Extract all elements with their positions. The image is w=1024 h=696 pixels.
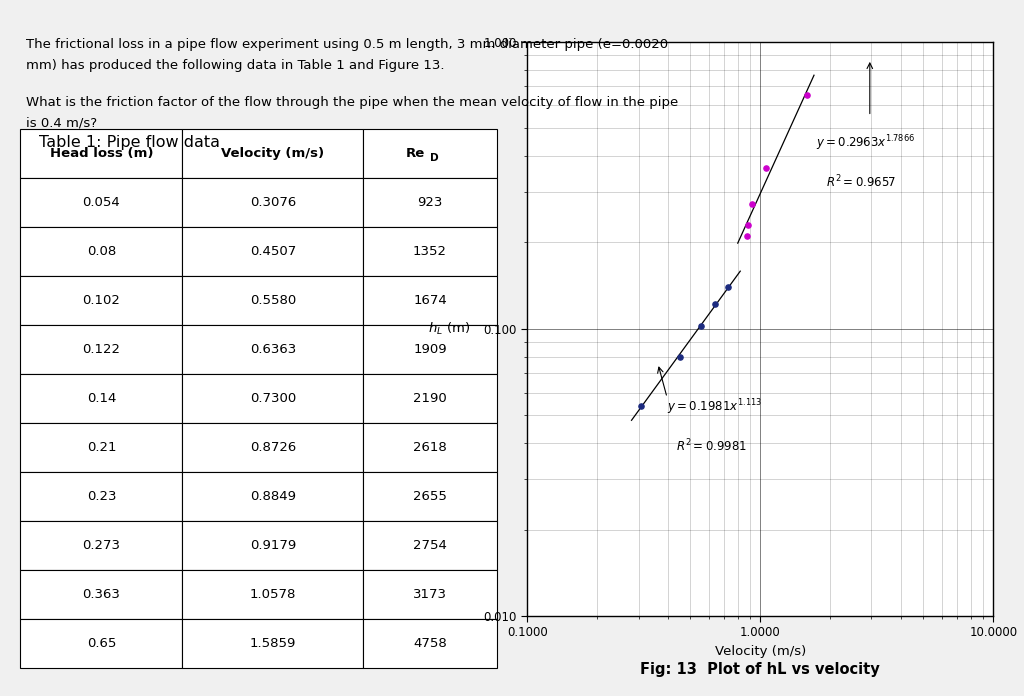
Text: D: D bbox=[430, 152, 438, 163]
Text: 2754: 2754 bbox=[413, 539, 446, 552]
Text: 3173: 3173 bbox=[413, 588, 447, 601]
Bar bbox=[364, 325, 497, 374]
Text: $y = 0.2963x^{1.7866}$: $y = 0.2963x^{1.7866}$ bbox=[816, 134, 915, 153]
Bar bbox=[182, 374, 364, 423]
Text: 0.3076: 0.3076 bbox=[250, 196, 296, 209]
Bar bbox=[182, 472, 364, 521]
Bar bbox=[20, 570, 182, 619]
Text: 923: 923 bbox=[418, 196, 442, 209]
Text: Velocity (m/s): Velocity (m/s) bbox=[221, 147, 325, 160]
Text: Table 1: Pipe flow data: Table 1: Pipe flow data bbox=[39, 135, 220, 150]
Bar bbox=[20, 423, 182, 472]
Bar bbox=[364, 177, 497, 227]
Bar bbox=[20, 472, 182, 521]
Text: $R^2 = 0.9657$: $R^2 = 0.9657$ bbox=[825, 174, 896, 191]
Text: 0.08: 0.08 bbox=[87, 245, 116, 258]
Text: 1352: 1352 bbox=[413, 245, 447, 258]
Text: What is the friction factor of the flow through the pipe when the mean velocity : What is the friction factor of the flow … bbox=[26, 96, 678, 109]
Text: 0.273: 0.273 bbox=[82, 539, 121, 552]
Text: is 0.4 m/s?: is 0.4 m/s? bbox=[26, 116, 96, 129]
Text: Fig: 13  Plot of hL vs velocity: Fig: 13 Plot of hL vs velocity bbox=[640, 661, 881, 677]
Text: 0.102: 0.102 bbox=[83, 294, 121, 307]
Bar bbox=[20, 325, 182, 374]
Bar bbox=[182, 570, 364, 619]
Text: 0.122: 0.122 bbox=[82, 343, 121, 356]
Bar bbox=[20, 374, 182, 423]
Y-axis label: $h_L$ (m): $h_L$ (m) bbox=[428, 321, 470, 337]
Bar bbox=[20, 177, 182, 227]
Text: 1.0578: 1.0578 bbox=[250, 588, 296, 601]
Bar bbox=[182, 276, 364, 325]
Text: Re: Re bbox=[406, 147, 425, 160]
Bar bbox=[182, 423, 364, 472]
Bar bbox=[364, 276, 497, 325]
Text: $R^2 = 0.9981$: $R^2 = 0.9981$ bbox=[677, 438, 748, 454]
Text: 1.5859: 1.5859 bbox=[250, 637, 296, 650]
Point bbox=[707, 299, 723, 310]
Bar bbox=[182, 129, 364, 177]
Text: $y = 0.1981x^{1.113}$: $y = 0.1981x^{1.113}$ bbox=[668, 397, 762, 418]
Bar bbox=[364, 570, 497, 619]
Bar bbox=[364, 619, 497, 668]
Bar bbox=[20, 521, 182, 570]
Text: 0.65: 0.65 bbox=[87, 637, 116, 650]
Point bbox=[633, 400, 649, 411]
X-axis label: Velocity (m/s): Velocity (m/s) bbox=[715, 645, 806, 658]
Point bbox=[758, 163, 774, 174]
Text: 0.14: 0.14 bbox=[87, 392, 116, 405]
Bar bbox=[20, 276, 182, 325]
Point bbox=[693, 321, 710, 332]
Point bbox=[672, 351, 688, 362]
Text: Head loss (m): Head loss (m) bbox=[50, 147, 154, 160]
Bar bbox=[182, 521, 364, 570]
Text: 0.7300: 0.7300 bbox=[250, 392, 296, 405]
Bar bbox=[364, 129, 497, 177]
Bar bbox=[20, 619, 182, 668]
Text: 0.8726: 0.8726 bbox=[250, 441, 296, 454]
Bar bbox=[364, 472, 497, 521]
Point bbox=[743, 198, 760, 209]
Bar bbox=[364, 521, 497, 570]
Text: 2655: 2655 bbox=[413, 490, 446, 503]
Text: 0.054: 0.054 bbox=[83, 196, 120, 209]
Point bbox=[799, 90, 815, 101]
Bar bbox=[182, 227, 364, 276]
Text: 0.23: 0.23 bbox=[87, 490, 116, 503]
Bar bbox=[20, 129, 182, 177]
Bar bbox=[364, 227, 497, 276]
Point bbox=[720, 281, 736, 292]
Bar bbox=[20, 227, 182, 276]
Text: 2618: 2618 bbox=[413, 441, 446, 454]
Text: The frictional loss in a pipe flow experiment using 0.5 m length, 3 mm diameter : The frictional loss in a pipe flow exper… bbox=[26, 38, 668, 52]
Text: 4758: 4758 bbox=[413, 637, 446, 650]
Bar bbox=[182, 325, 364, 374]
Point bbox=[739, 219, 756, 230]
Text: mm) has produced the following data in Table 1 and Figure 13.: mm) has produced the following data in T… bbox=[26, 59, 444, 72]
Text: 1909: 1909 bbox=[413, 343, 446, 356]
Text: 0.21: 0.21 bbox=[87, 441, 116, 454]
Text: 0.6363: 0.6363 bbox=[250, 343, 296, 356]
Text: 0.8849: 0.8849 bbox=[250, 490, 296, 503]
Bar bbox=[364, 374, 497, 423]
Text: 1674: 1674 bbox=[413, 294, 446, 307]
Bar bbox=[182, 177, 364, 227]
Point bbox=[738, 231, 755, 242]
Bar bbox=[182, 619, 364, 668]
Bar bbox=[364, 423, 497, 472]
Text: 0.4507: 0.4507 bbox=[250, 245, 296, 258]
Text: 0.9179: 0.9179 bbox=[250, 539, 296, 552]
Text: 2190: 2190 bbox=[413, 392, 446, 405]
Text: 0.5580: 0.5580 bbox=[250, 294, 296, 307]
Text: 0.363: 0.363 bbox=[83, 588, 121, 601]
